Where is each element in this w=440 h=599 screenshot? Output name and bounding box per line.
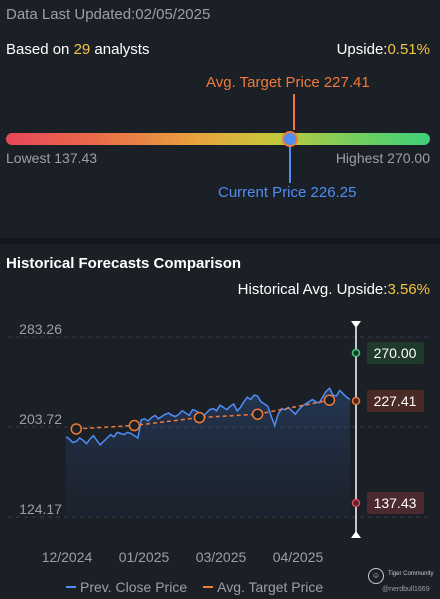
analyst-count: Based on 29 analysts bbox=[6, 41, 150, 58]
price-target-summary: Data Last Updated:02/05/2025 Based on 29… bbox=[0, 0, 440, 240]
brand-watermark: ☺ Tiger Community @nerdbull1669 bbox=[368, 566, 438, 596]
range-top-triangle-icon bbox=[351, 321, 361, 328]
blue-line-icon bbox=[66, 586, 76, 588]
highest-label: Highest 270.00 bbox=[335, 150, 430, 166]
avg-target-point[interactable] bbox=[251, 408, 264, 420]
low-target-marker-badge bbox=[367, 492, 424, 514]
avg-target-point[interactable] bbox=[128, 419, 141, 432]
section-divider bbox=[0, 238, 440, 244]
low-target-marker-dot bbox=[351, 498, 361, 508]
prev-close-area bbox=[66, 388, 350, 517]
historical-upside: Historical Avg. Upside:3.56% bbox=[237, 281, 430, 298]
avg-target-marker-badge bbox=[367, 390, 424, 412]
y-tick-label: 283.26 bbox=[19, 321, 62, 337]
high-target-marker-label: 270.00 bbox=[374, 345, 417, 361]
range-bottom-triangle-icon bbox=[351, 531, 361, 538]
avg-target-label: Avg. Target Price 227.41 bbox=[206, 74, 370, 91]
avg-target-line bbox=[76, 399, 330, 430]
x-tick-label: 03/2025 bbox=[196, 549, 247, 565]
chart-legend: Prev. Close Price Avg. Target Price bbox=[66, 579, 323, 595]
x-tick-label: 04/2025 bbox=[273, 549, 324, 565]
avg-target-marker-label: 227.41 bbox=[374, 393, 417, 409]
upside: Upside:0.51% bbox=[336, 41, 430, 58]
x-tick-label: 01/2025 bbox=[119, 549, 170, 565]
historical-forecast-chart[interactable]: 283.26 203.72 124.17 12/2024 01/2025 03/2025… bbox=[0, 310, 440, 575]
avg-target-point[interactable] bbox=[193, 411, 206, 424]
tiger-logo-icon: ☺ bbox=[368, 568, 384, 584]
x-tick-label: 12/2024 bbox=[42, 549, 93, 565]
avg-target-point[interactable] bbox=[323, 394, 336, 406]
lowest-label: Lowest 137.43 bbox=[6, 150, 98, 166]
current-price-label: Current Price 226.25 bbox=[218, 184, 357, 201]
avg-target-marker-dot bbox=[351, 396, 361, 406]
current-price-marker[interactable] bbox=[282, 131, 298, 147]
data-updated: Data Last Updated:02/05/2025 bbox=[6, 6, 211, 23]
current-price-stem bbox=[289, 147, 291, 183]
orange-dashed-line-icon bbox=[203, 586, 214, 588]
y-tick-label: 203.72 bbox=[19, 411, 62, 427]
avg-target-stem bbox=[293, 94, 295, 130]
price-range-bar bbox=[6, 133, 430, 145]
avg-target-point[interactable] bbox=[70, 423, 83, 435]
legend-prev-close[interactable]: Prev. Close Price bbox=[66, 579, 187, 595]
y-tick-label: 124.17 bbox=[19, 501, 62, 517]
high-target-marker-dot bbox=[351, 348, 361, 358]
legend-avg-target[interactable]: Avg. Target Price bbox=[203, 579, 323, 595]
low-target-marker-label: 137.43 bbox=[374, 495, 417, 511]
historical-title: Historical Forecasts Comparison bbox=[6, 255, 242, 272]
high-target-marker-badge bbox=[367, 342, 424, 364]
